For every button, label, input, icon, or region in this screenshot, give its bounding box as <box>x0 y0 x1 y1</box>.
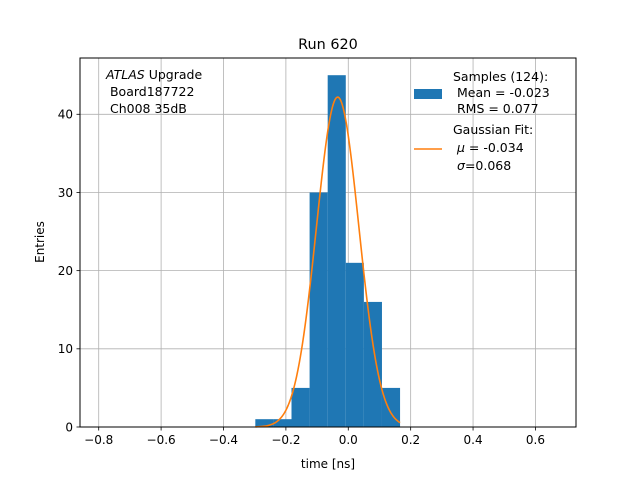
histogram-bar <box>255 419 274 427</box>
annotation-experiment: ATLAS <box>105 67 145 82</box>
histogram-bar <box>291 387 310 427</box>
mu-value: = -0.034 <box>465 140 524 155</box>
y-tick-label: 40 <box>58 108 73 122</box>
x-tick-label: 0.0 <box>339 433 358 447</box>
x-tick-label: 0.4 <box>464 433 483 447</box>
histogram-bar <box>327 75 346 427</box>
legend-fit-sigma: σ=0.068 <box>457 158 511 173</box>
mu-symbol: μ <box>456 140 465 155</box>
annotation-channel: Ch008 35dB <box>106 101 187 116</box>
histogram-bar <box>381 387 401 427</box>
histogram-bar <box>273 419 292 427</box>
legend-histogram-swatch <box>414 89 442 99</box>
run-annotation: ATLAS Upgrade Board187722 Ch008 35dB <box>105 67 202 116</box>
y-axis-label: Entries <box>33 221 47 263</box>
y-tick-label: 20 <box>58 264 73 278</box>
plot-frame <box>79 57 577 428</box>
x-tick-label: −0.8 <box>84 433 113 447</box>
gaussian-fit <box>255 96 401 428</box>
annotation-board: Board187722 <box>106 84 194 99</box>
annotation-experiment-suffix: Upgrade <box>145 67 203 82</box>
legend-fit-title: Gaussian Fit: <box>453 122 533 137</box>
x-tick-label: −0.6 <box>147 433 176 447</box>
x-tick-label: −0.4 <box>209 433 238 447</box>
annotation-line-1: ATLAS Upgrade <box>105 67 202 82</box>
y-tick-label: 30 <box>58 186 73 200</box>
sigma-symbol: σ <box>457 158 466 173</box>
histogram-bar <box>345 262 364 427</box>
histogram-bar <box>363 301 382 427</box>
y-tick-label: 10 <box>58 342 73 356</box>
x-tick-label: 0.6 <box>526 433 545 447</box>
histogram-bar <box>309 192 328 427</box>
legend-fit-mu: μ = -0.034 <box>456 140 524 155</box>
y-axis-ticks: 0 10 20 30 40 <box>58 108 80 434</box>
x-axis-label: time [ns] <box>301 457 355 471</box>
legend-samples-label: Samples (124): <box>453 69 548 84</box>
x-axis-ticks: −0.8 −0.6 −0.4 −0.2 0.0 0.2 0.4 0.6 <box>84 427 545 447</box>
legend: Samples (124): Mean = -0.023 RMS = 0.077… <box>414 69 550 173</box>
legend-mean-label: Mean = -0.023 <box>453 85 550 100</box>
sigma-value: =0.068 <box>465 158 511 173</box>
chart-title: Run 620 <box>298 37 358 53</box>
x-tick-label: 0.2 <box>401 433 420 447</box>
gaussian-fit-curve <box>255 96 401 428</box>
y-tick-label: 0 <box>65 420 73 434</box>
x-tick-label: −0.2 <box>271 433 300 447</box>
legend-rms-label: RMS = 0.077 <box>453 101 539 116</box>
